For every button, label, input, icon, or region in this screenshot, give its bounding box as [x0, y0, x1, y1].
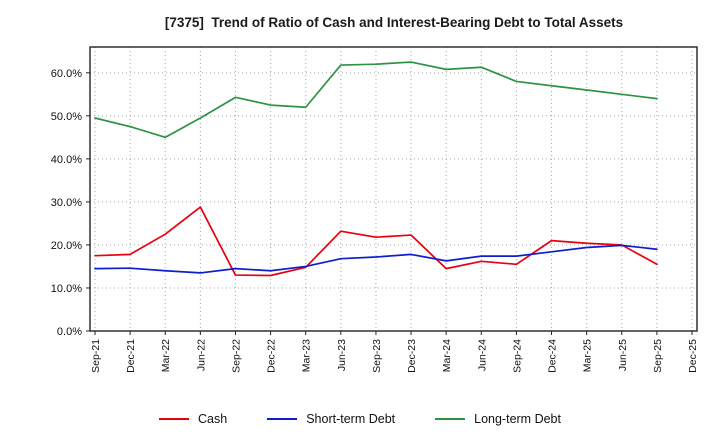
series-line-cash	[94, 206, 658, 277]
chart-title: [7375] Trend of Ratio of Cash and Intere…	[164, 15, 624, 30]
x-tick-label: Mar-24	[441, 339, 453, 372]
y-tick-label: 10.0%	[51, 283, 82, 295]
legend-swatch	[267, 418, 298, 420]
y-tick-label: 60.0%	[51, 68, 82, 80]
x-tick-label: Dec-24	[547, 339, 559, 373]
y-tick-label: 0.0%	[57, 326, 82, 338]
x-tick-label: Sep-22	[230, 339, 242, 373]
x-tick-label: Jun-23	[336, 339, 348, 371]
x-tick-label: Mar-25	[582, 339, 594, 372]
x-tick-label: Sep-21	[90, 339, 102, 373]
y-tick-label: 50.0%	[51, 111, 82, 123]
x-tick-label: Jun-25	[617, 339, 629, 371]
x-tick-label: Dec-22	[266, 339, 278, 373]
x-tick-label: Dec-23	[406, 339, 418, 373]
y-tick-label: 30.0%	[51, 197, 82, 209]
x-tick-label: Mar-23	[301, 339, 313, 372]
x-tick-label: Dec-25	[687, 339, 699, 373]
legend: Cash Short-term Debt Long-term Debt	[0, 412, 720, 426]
series-line-short-term-debt	[94, 244, 658, 274]
x-tick-label: Sep-23	[371, 339, 383, 373]
legend-item-short-term-debt: Short-term Debt	[267, 412, 395, 426]
x-tick-label: Sep-24	[511, 339, 523, 373]
series-line-long-term-debt	[94, 61, 658, 139]
x-tick-label: Sep-25	[652, 339, 664, 373]
y-tick-label: 40.0%	[51, 154, 82, 166]
plot-border	[89, 46, 698, 332]
legend-label: Long-term Debt	[474, 412, 561, 426]
y-tick-label: 20.0%	[51, 240, 82, 252]
legend-swatch	[159, 418, 190, 420]
legend-item-long-term-debt: Long-term Debt	[435, 412, 561, 426]
x-tick-label: Jun-22	[195, 339, 207, 371]
legend-label: Short-term Debt	[306, 412, 396, 426]
x-tick-label: Dec-21	[125, 339, 137, 373]
x-tick-label: Mar-22	[160, 339, 172, 372]
legend-swatch	[435, 418, 466, 420]
x-tick-label: Jun-24	[476, 339, 488, 371]
legend-label: Cash	[198, 412, 228, 426]
legend-item-cash: Cash	[159, 412, 227, 426]
